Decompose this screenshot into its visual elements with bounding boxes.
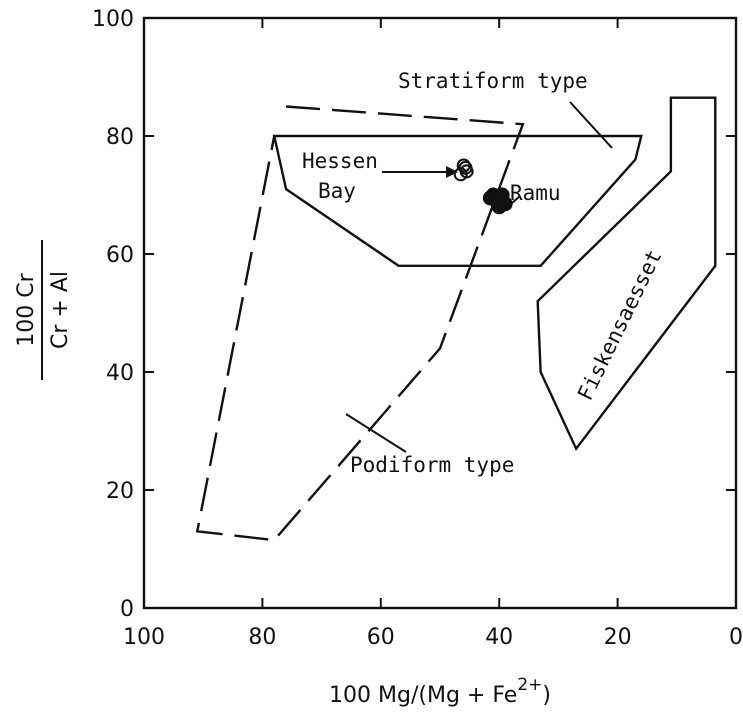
x-tick-label: 100 [123,625,165,650]
fiskensaesset-label: Fiskensaesset [573,246,667,404]
x-tick-label: 40 [485,625,513,650]
podiform-leader-line [345,413,407,453]
ramu-series [482,187,513,215]
x-tick-label: 80 [248,625,276,650]
hessen-label-line1: Hessen [302,149,378,173]
y-tick-label: 60 [106,243,134,268]
plot-frame [142,16,738,610]
x-axis-title: 100 Mg/(Mg + Fe2+) [329,675,551,708]
x-tick-label: 60 [367,625,395,650]
stratiform-leader-line [569,101,613,149]
fiskensaesset-field [536,96,717,452]
y-axis-title-denominator: Cr + Al [48,271,73,349]
y-tick-label: 100 [92,7,134,32]
ramu-label: Ramu [510,181,561,205]
x-tick-label: 0 [729,625,743,650]
y-tick-label: 0 [120,597,134,622]
x-tick-label: 20 [604,625,632,650]
stratiform-field [272,134,643,267]
ramu-point [490,189,506,205]
y-axis-title: 100 Cr Cr + Al [14,240,73,380]
hessen-bay-point [458,160,473,175]
podiform-field [195,105,525,542]
podiform-label: Podiform type [350,453,514,477]
x-axis-title-close: ) [542,683,551,708]
hessen-bay-arrowhead [446,166,458,178]
hessen-bay-series [453,158,474,182]
stratiform-label: Stratiform type [398,69,588,93]
x-axis-title-main: 100 Mg/(Mg + Fe [329,683,517,708]
axis-tick-labels: 100 80 60 40 20 0 0 20 40 60 80 100 [92,7,743,650]
y-axis-title-numerator: 100 Cr [14,272,39,346]
x-axis-title-superscript: 2+ [517,675,542,695]
y-tick-label: 20 [106,479,134,504]
y-tick-label: 40 [106,361,134,386]
y-tick-label: 80 [106,125,134,150]
axis-ticks [143,17,737,609]
hessen-label-line2: Bay [318,179,356,203]
